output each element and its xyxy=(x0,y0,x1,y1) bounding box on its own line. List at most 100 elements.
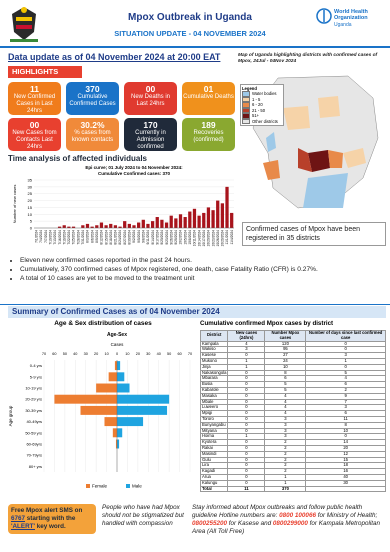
legend-swatch xyxy=(242,113,250,119)
x-tick-label: 8/27/2024 xyxy=(123,230,127,245)
x-tick-label: 10/5/2024 xyxy=(183,230,187,245)
hotline-text: 0800299000 xyxy=(272,520,308,527)
sun xyxy=(21,7,27,13)
hotline-text: for Kasese and xyxy=(227,520,273,527)
legend-swatch xyxy=(86,484,90,488)
x-tick-label: 40 xyxy=(73,352,77,356)
y-tick-label: 0-4 yrs xyxy=(30,363,42,368)
district xyxy=(308,150,330,172)
legend-swatch xyxy=(242,118,250,125)
bar xyxy=(169,215,173,228)
x-tick-label: 9/29/2024 xyxy=(174,230,178,245)
total-cell: 11 xyxy=(227,485,266,493)
bar xyxy=(230,212,234,228)
title: Mpox Outbreak in Uganda xyxy=(128,12,252,23)
highlight-label: Currently in Admission confirmed xyxy=(135,130,166,150)
table-wrap: District New cases (24hrs) Number Mpox cas… xyxy=(199,330,386,493)
bar xyxy=(188,211,192,228)
legend-item: 51+ xyxy=(242,113,282,119)
sms-text: Free Mpox alert SMS on xyxy=(11,507,83,514)
bar xyxy=(220,203,224,228)
highlight-tile: 00 New Cases from Contacts Last 24hrs xyxy=(8,118,61,151)
bar xyxy=(137,222,141,228)
district xyxy=(318,96,340,118)
legend-item: 21 - 50 xyxy=(242,107,282,114)
legend-title: Legend xyxy=(242,86,257,91)
shield-band xyxy=(16,25,32,29)
x-tick-label: 9/14/2024 xyxy=(151,230,155,245)
bar xyxy=(90,226,94,228)
bar xyxy=(160,219,164,228)
x-tick-label: 60 xyxy=(177,352,181,356)
highlight-label: Recoveries (confirmed) xyxy=(193,130,224,143)
bar xyxy=(206,207,211,228)
lake-victoria xyxy=(303,173,348,208)
highlight-label: Cumulative Deaths xyxy=(183,94,234,100)
bullet: A total of 10 cases are yet to be moved … xyxy=(20,274,390,283)
sms-box: Free Mpox alert SMS on 6767 starting wit… xyxy=(8,504,96,534)
highlight-value: 00 xyxy=(29,120,40,130)
y-tick-label: 60-69yrs xyxy=(26,442,42,447)
bar xyxy=(104,225,108,228)
chart-title: Epi curve; 01 July 2024 to 04 November 2… xyxy=(85,165,183,170)
bar xyxy=(117,405,168,415)
y-tick-label: 0 xyxy=(30,226,33,231)
highlight-label: Cumulative Confirmed Cases xyxy=(69,94,116,107)
bullet: Eleven new confirmed cases reported in t… xyxy=(20,256,390,265)
hotline: Stay informed about Mpox outbreaks and f… xyxy=(192,504,386,536)
x-tick-label: 10/20/2024 xyxy=(207,230,211,247)
column-header: District xyxy=(199,330,229,342)
x-tick-label: 60 xyxy=(52,352,56,356)
x-tick-label: 9/2/2024 xyxy=(132,230,136,243)
highlight-value: 01 xyxy=(203,84,214,94)
x-tick-label: 9/26/2024 xyxy=(169,230,173,245)
bar xyxy=(123,221,127,228)
highlight-value: 370 xyxy=(85,84,100,94)
legend-swatch xyxy=(126,484,130,488)
x-tick-label: 7/1/2024 xyxy=(35,230,39,243)
bar xyxy=(109,223,113,228)
y-tick-label: 5-9 yrs xyxy=(30,374,42,379)
hotline-text: Stay informed about Mpox outbreaks and f… xyxy=(192,504,363,519)
data-update: Data update as of 04 November 2024 at 20… xyxy=(8,52,221,62)
bar xyxy=(117,361,121,371)
y-tick-label: 80+ yrs xyxy=(29,464,42,469)
table-row: Mukono 1 24 1 xyxy=(199,358,386,365)
highlight-value: 170 xyxy=(143,120,158,130)
legend-swatch xyxy=(242,96,250,103)
y-axis-label: Age group xyxy=(8,405,13,426)
bar xyxy=(146,223,150,228)
hotline-text: 0800255200 xyxy=(192,520,228,527)
highlights-heading: HIGHLIGHTS xyxy=(8,66,82,78)
x-tick-label: 8/18/2024 xyxy=(109,230,113,245)
hotline-text: 0800 100066 xyxy=(279,512,316,519)
coat-of-arms xyxy=(10,7,38,42)
legend-item: Other districts xyxy=(242,118,282,125)
table-row: Nakasongola 0 8 5 xyxy=(199,369,386,377)
highlight-tile: 370 Cumulative Confirmed Cases xyxy=(66,82,119,115)
legend-label: 1 - 5 xyxy=(252,96,261,102)
y-tick-label: 25 xyxy=(28,191,33,196)
table-total: Total 11 370 xyxy=(199,485,386,493)
bar xyxy=(114,361,117,371)
district-table: District New cases (24hrs) Number Mpox cas… xyxy=(199,330,386,493)
x-tick-label: 7/25/2024 xyxy=(72,230,76,245)
legend-item: 6 - 20 xyxy=(242,102,282,108)
x-tick-label: 9/17/2024 xyxy=(155,230,159,245)
x-tick-label: 9/11/2024 xyxy=(146,230,150,245)
x-tick-label: 11/4/2024 xyxy=(230,230,234,245)
x-tick-label: 9/20/2024 xyxy=(160,230,164,245)
y-tick-label: 10-19 yrs xyxy=(25,386,42,391)
x-tick-label: 7/31/2024 xyxy=(81,230,85,245)
total-cell: 370 xyxy=(264,485,307,493)
bar xyxy=(117,417,144,427)
district xyxy=(328,150,343,168)
bar xyxy=(202,212,206,228)
district xyxy=(298,148,312,172)
bar xyxy=(67,226,71,228)
bar xyxy=(81,225,85,228)
chart-title: Age-Sex xyxy=(107,332,127,338)
x-tick-label: 30 xyxy=(84,352,88,356)
x-tick-label: 8/9/2024 xyxy=(95,230,99,243)
